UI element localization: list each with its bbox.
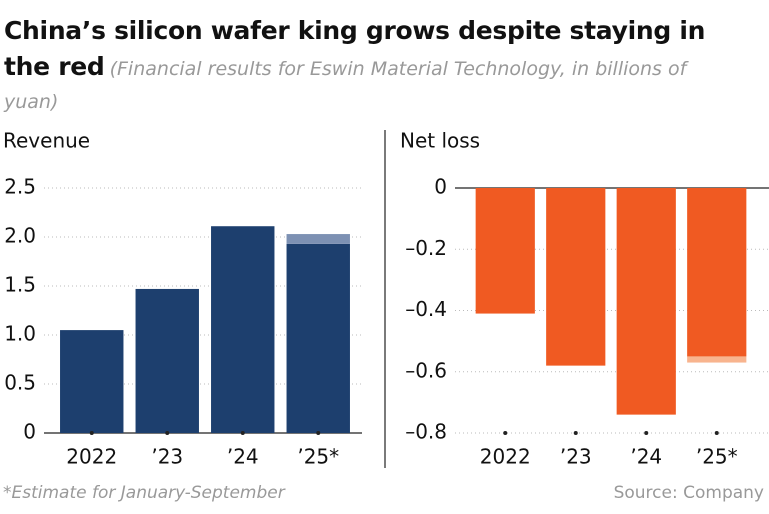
- bar: [135, 288, 199, 433]
- bar: [546, 188, 606, 366]
- y-tick-label: 2.0: [4, 224, 36, 248]
- y-tick-label: –0.6: [405, 358, 447, 382]
- x-tick-label: ’24: [630, 445, 662, 469]
- source: Source: Company: [614, 483, 764, 503]
- x-tick-label: 2022: [480, 445, 531, 469]
- x-tick-label: ’23: [151, 445, 183, 469]
- x-tick-label: ’24: [227, 445, 259, 469]
- y-tick-label: 2.5: [4, 175, 36, 199]
- bar: [286, 243, 350, 433]
- y-tick-label: –0.8: [405, 420, 447, 444]
- x-tick: [316, 431, 321, 435]
- x-tick: [240, 431, 245, 435]
- x-tick: [89, 431, 94, 435]
- footnote: *Estimate for January-September: [3, 483, 286, 503]
- y-tick-label: –0.4: [405, 297, 447, 321]
- title: China’s silicon wafer king grows despite…: [4, 16, 706, 81]
- x-tick: [165, 431, 170, 435]
- bar: [211, 226, 275, 433]
- bar: [475, 188, 535, 314]
- panel-title: Net loss: [400, 129, 480, 153]
- x-tick-label: ’23: [560, 445, 592, 469]
- panel-title: Revenue: [3, 129, 90, 153]
- x-tick: [503, 431, 508, 435]
- y-tick-label: –0.2: [405, 236, 447, 260]
- x-tick: [573, 431, 578, 435]
- y-tick-label: 1.5: [4, 273, 36, 297]
- y-tick-label: 0.5: [4, 371, 36, 395]
- y-tick-label: 1.0: [4, 322, 36, 346]
- bar: [616, 188, 676, 415]
- y-tick-label: 0: [434, 175, 447, 199]
- y-tick-label: 0: [23, 420, 36, 444]
- subtitle: (Financial results for Eswin Material Te…: [4, 58, 687, 113]
- bar: [687, 188, 747, 357]
- x-tick-label: ’25*: [297, 445, 339, 469]
- x-tick: [714, 431, 719, 435]
- bar: [286, 234, 350, 244]
- bar: [60, 330, 124, 433]
- x-tick-label: 2022: [66, 445, 117, 469]
- header: China’s silicon wafer king grows despite…: [4, 14, 714, 119]
- x-tick-label: ’25*: [696, 445, 738, 469]
- bar: [687, 356, 747, 363]
- x-tick: [644, 431, 649, 435]
